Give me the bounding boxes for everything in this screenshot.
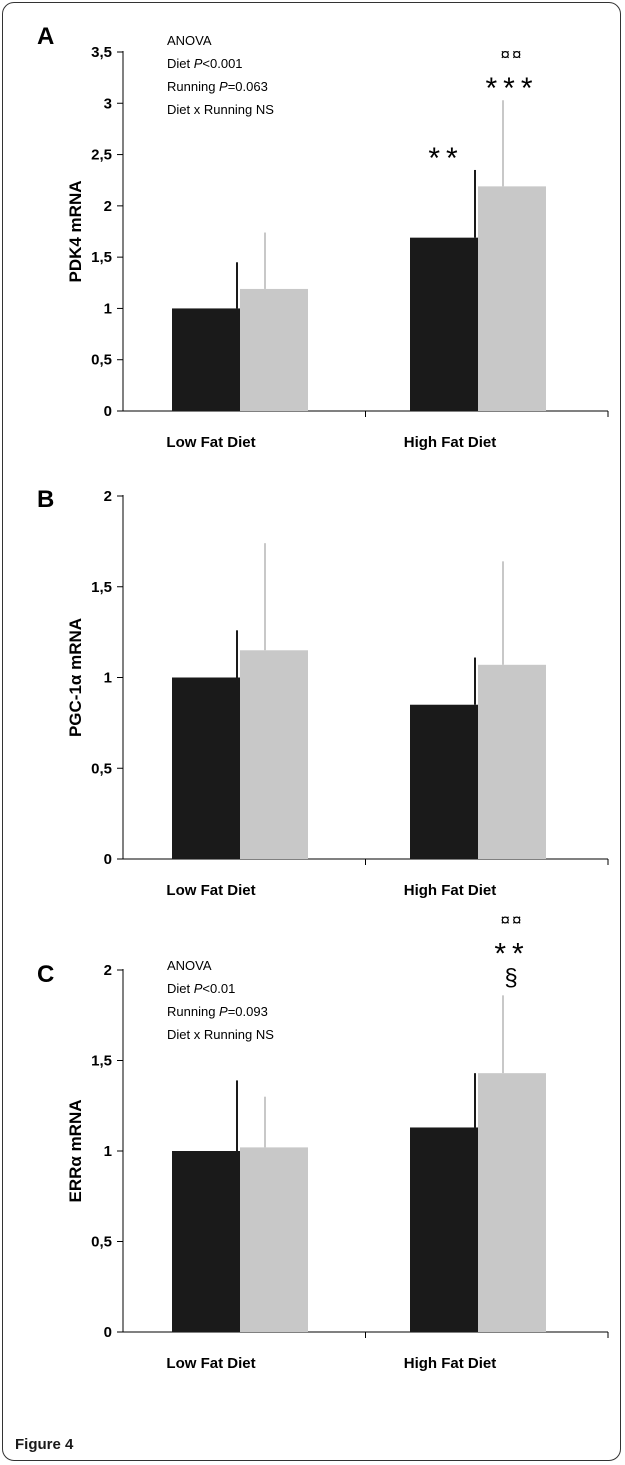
y-tick-label: 0 — [104, 1324, 112, 1341]
x-category-label: High Fat Diet — [404, 434, 497, 451]
bar — [240, 650, 308, 859]
anova-annotation-line: ANOVA — [167, 958, 212, 973]
panel-label: B — [37, 486, 54, 513]
anova-annotation-line: Diet P<0.001 — [167, 56, 243, 71]
y-tick-label: 0 — [104, 403, 112, 420]
y-tick-label: 3 — [104, 95, 112, 112]
significance-mark: ** — [494, 937, 529, 970]
y-tick-label: 1,5 — [91, 249, 112, 266]
y-axis-label: ERRα mRNA — [66, 1099, 85, 1202]
y-tick-label: 0,5 — [91, 352, 112, 369]
anova-annotation-line: Running P=0.063 — [167, 79, 268, 94]
bar — [172, 308, 240, 411]
panel-label: C — [37, 961, 54, 988]
figure-caption: Figure 4 — [15, 1436, 74, 1453]
anova-annotation-line: Diet x Running NS — [167, 102, 274, 117]
y-tick-label: 0,5 — [91, 760, 112, 777]
y-tick-label: 1 — [104, 670, 112, 687]
bar — [478, 186, 546, 411]
x-category-label: High Fat Diet — [404, 882, 497, 899]
significance-mark: § — [504, 964, 519, 991]
y-axis-label: PGC-1α mRNA — [66, 618, 85, 737]
y-tick-label: 0,5 — [91, 1234, 112, 1251]
y-tick-label: 1,5 — [91, 579, 112, 596]
anova-annotation-line: Running P=0.093 — [167, 1004, 268, 1019]
anova-annotation-line: ANOVA — [167, 33, 212, 48]
significance-mark: ** — [428, 142, 463, 175]
bar — [172, 677, 240, 859]
chart-panel-a: 0 0,5 1 1,5 2 2,5 3 3,5 PDK4 mRNA A Low Fat Diet Hi… — [37, 23, 609, 451]
bar — [410, 704, 478, 859]
y-tick-label: 1 — [104, 1143, 112, 1160]
bar — [478, 664, 546, 859]
significance-mark: ¤¤ — [501, 45, 524, 64]
x-category-label: Low Fat Diet — [166, 434, 255, 451]
y-axis-label: PDK4 mRNA — [66, 180, 85, 282]
bar — [172, 1151, 240, 1332]
y-tick-label: 2 — [104, 962, 112, 979]
bar — [240, 288, 308, 411]
panel-label: A — [37, 23, 54, 50]
x-category-label: High Fat Diet — [404, 1355, 497, 1372]
figure-charts: 0 0,5 1 1,5 2 2,5 3 3,5 PDK4 mRNA A Low Fat Diet Hi… — [37, 23, 609, 1372]
y-tick-label: 3,5 — [91, 44, 112, 61]
y-tick-label: 1,5 — [91, 1053, 112, 1070]
significance-mark: ¤¤ — [501, 910, 524, 929]
anova-annotation-line: Diet P<0.01 — [167, 981, 235, 996]
chart-panel-b: 0 0,5 1 1,5 2 PGC-1α mRNA B Low Fat Diet High Fa… — [37, 486, 609, 899]
bar — [240, 1147, 308, 1332]
x-category-label: Low Fat Diet — [166, 882, 255, 899]
anova-annotation-line: Diet x Running NS — [167, 1027, 274, 1042]
y-tick-label: 0 — [104, 851, 112, 868]
y-tick-label: 1 — [104, 300, 112, 317]
y-tick-label: 2,5 — [91, 147, 112, 164]
significance-mark: *** — [485, 72, 538, 105]
x-category-label: Low Fat Diet — [166, 1355, 255, 1372]
y-tick-label: 2 — [104, 198, 112, 215]
y-tick-label: 2 — [104, 488, 112, 505]
chart-panel-c: 0 0,5 1 1,5 2 ERRα mRNA C Low Fat Diet High Fat … — [37, 910, 609, 1372]
bar — [410, 237, 478, 411]
bar — [478, 1073, 546, 1332]
bar — [410, 1127, 478, 1332]
